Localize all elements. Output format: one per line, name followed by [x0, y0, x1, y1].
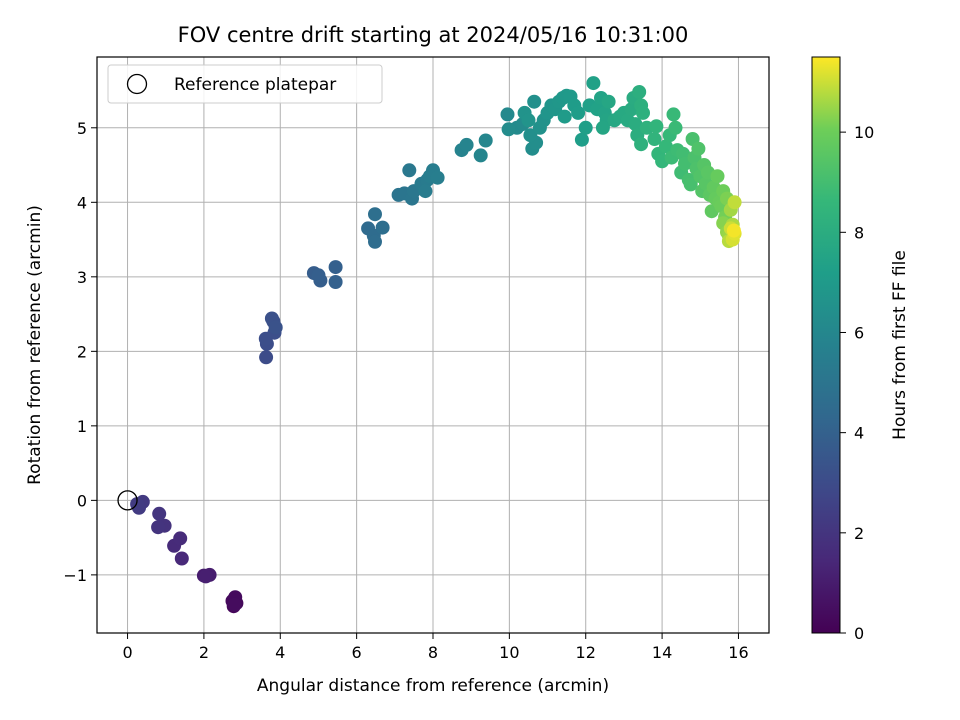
data-point — [418, 184, 433, 199]
data-point — [574, 132, 589, 147]
data-point — [527, 94, 542, 109]
legend-box — [107, 64, 383, 104]
x-tick-label: 4 — [275, 643, 285, 662]
x-tick-label: 2 — [199, 643, 209, 662]
data-point — [259, 350, 274, 365]
data-point — [710, 169, 725, 184]
legend-label-reference: Reference platepar — [174, 75, 336, 95]
colorbar-tick-label: 8 — [854, 223, 864, 242]
y-tick-label: −1 — [63, 566, 87, 585]
x-tick-label: 6 — [352, 643, 362, 662]
data-point — [691, 141, 706, 156]
y-tick-label: 4 — [77, 193, 87, 212]
data-point — [375, 220, 390, 235]
data-point — [683, 177, 698, 192]
data-point — [601, 94, 616, 109]
data-point — [478, 133, 493, 148]
data-point — [595, 120, 610, 135]
data-point — [311, 268, 326, 283]
data-point — [586, 76, 601, 91]
colorbar-tick-label: 2 — [854, 524, 864, 543]
colorbar-tick-label: 10 — [854, 123, 874, 142]
colorbar-ticks: 0 2 4 6 8 10 — [840, 123, 874, 643]
chart-title: FOV centre drift starting at 2024/05/16 … — [178, 23, 689, 47]
data-point — [628, 117, 643, 132]
x-tick-label: 8 — [428, 643, 438, 662]
y-axis-label: Rotation from reference (arcmin) — [25, 205, 45, 485]
x-tick-label: 10 — [499, 643, 519, 662]
data-point — [473, 148, 488, 163]
data-point — [647, 132, 662, 146]
data-point — [174, 551, 189, 566]
data-point — [328, 275, 343, 289]
y-tick-label: 0 — [77, 491, 87, 510]
x-tick-label: 0 — [122, 643, 132, 662]
data-point — [668, 120, 683, 135]
data-point — [557, 109, 572, 124]
colorbar-tick-label: 0 — [854, 624, 864, 643]
data-point — [198, 569, 213, 584]
data-point — [268, 320, 283, 335]
data-point — [571, 105, 586, 120]
y-tick-label: 1 — [77, 417, 87, 436]
data-point — [636, 105, 650, 120]
y-tick-label: 3 — [77, 268, 87, 287]
data-point — [726, 223, 741, 238]
data-point — [578, 120, 593, 135]
reference-platepar-marker — [117, 490, 138, 511]
colorbar-tick-label: 4 — [854, 424, 864, 443]
data-point — [658, 139, 673, 154]
colorbar-tick-label: 6 — [854, 323, 864, 342]
data-point — [500, 107, 515, 122]
x-tick-label: 16 — [728, 643, 748, 662]
colorbar-label: Hours from first FF file — [890, 250, 910, 440]
x-tick-label: 14 — [652, 643, 672, 662]
y-tick-label: 5 — [77, 119, 87, 138]
legend-reference-marker — [126, 73, 148, 95]
data-point — [523, 128, 538, 143]
data-point — [634, 137, 649, 152]
data-point — [430, 170, 445, 185]
data-point — [152, 506, 167, 521]
data-point — [368, 207, 382, 222]
data-point — [666, 107, 681, 122]
data-point — [632, 85, 647, 99]
data-point — [521, 113, 536, 128]
data-point — [402, 163, 417, 178]
reference-marker — [117, 490, 138, 511]
data-point — [649, 119, 664, 134]
data-point — [459, 137, 474, 152]
data-point — [227, 597, 242, 612]
data-point — [173, 531, 188, 546]
y-tick-label: 2 — [77, 342, 87, 361]
colorbar — [811, 56, 841, 634]
data-point — [151, 520, 166, 535]
data-point — [328, 260, 343, 275]
data-points — [130, 76, 742, 614]
data-point — [368, 234, 382, 249]
x-axis-label: Angular distance from reference (arcmin) — [257, 676, 609, 696]
x-tick-label: 12 — [576, 643, 596, 662]
data-point — [727, 195, 742, 210]
legend: Reference platepar — [107, 64, 383, 104]
data-point — [501, 122, 516, 137]
